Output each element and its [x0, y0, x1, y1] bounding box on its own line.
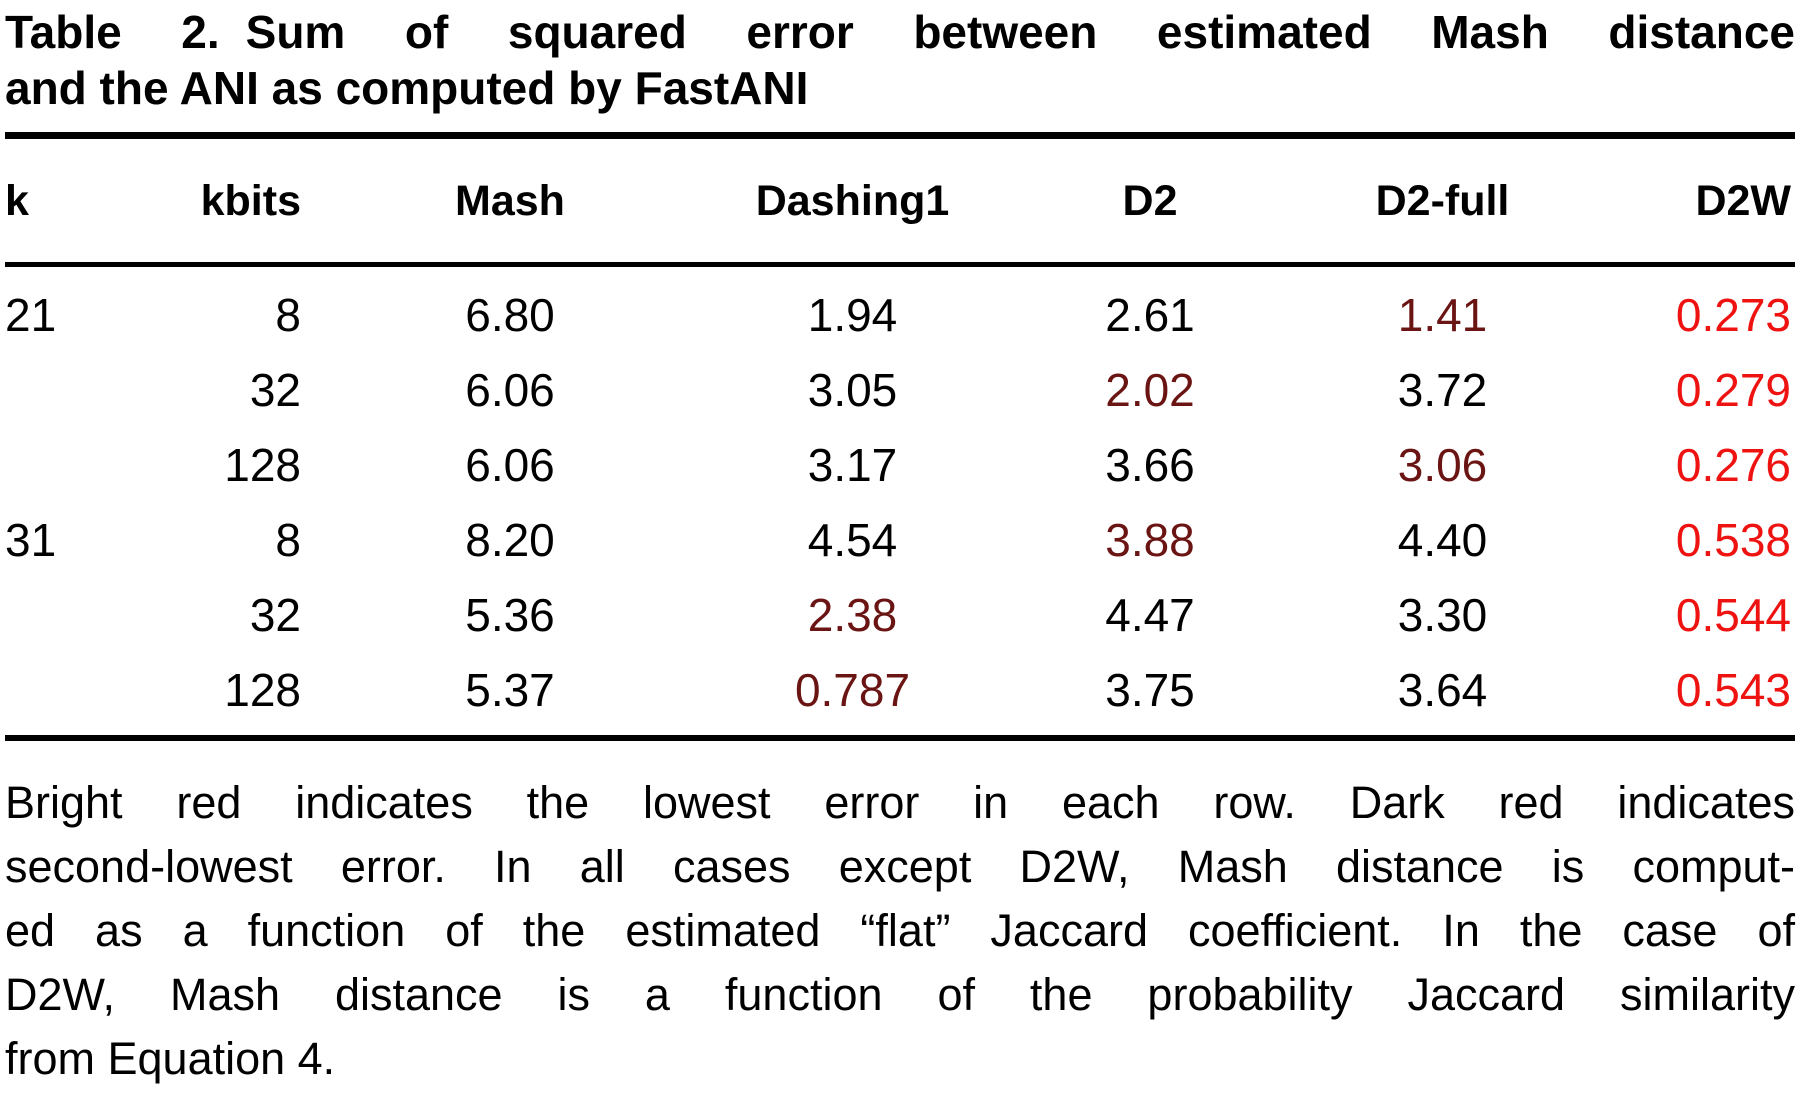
cell-d2w: 0.276	[1675, 438, 1791, 491]
cell-kbits: 128	[224, 438, 301, 491]
cell-d2: 2.61	[1105, 288, 1195, 341]
footnote-line: Bright red indicates the lowest error in…	[5, 777, 1795, 828]
cell-kbits: 32	[249, 588, 301, 641]
footnote-line: from Equation 4.	[5, 1033, 336, 1084]
table-number-label: Table 2.	[5, 6, 220, 58]
cell-dashing1: 3.17	[807, 438, 898, 491]
column-header-d2: D2	[1000, 135, 1300, 267]
footnote-line: second-lowest error. In all cases except…	[5, 841, 1795, 892]
table-caption: Table 2. Sum of squared error between est…	[5, 4, 1795, 116]
table-row: 32 6.06 3.05 2.02 3.72 0.279	[5, 352, 1795, 427]
cell-d2-full: 4.40	[1397, 513, 1488, 566]
cell-kbits: 128	[224, 663, 301, 716]
cell-kbits: 8	[275, 513, 301, 566]
cell-dashing1: 3.05	[807, 363, 898, 416]
table-row: 32 5.36 2.38 4.47 3.30 0.544	[5, 577, 1795, 652]
table-footnote: Bright red indicates the lowest error in…	[5, 771, 1795, 1091]
table-body: 21 8 6.80 1.94 2.61 1.41 0.273 32 6.06 3.05 2.02 3.…	[5, 265, 1795, 739]
footnote-line: D2W, Mash distance is a function of the …	[5, 969, 1795, 1020]
cell-dashing1: 0.787	[794, 663, 911, 716]
cell-mash: 5.37	[465, 663, 555, 716]
cell-dashing1: 2.38	[807, 588, 898, 641]
cell-d2: 3.88	[1105, 513, 1195, 566]
cell-d2: 3.66	[1105, 438, 1195, 491]
cell-d2w: 0.273	[1675, 288, 1791, 341]
cell-k	[5, 577, 100, 652]
cell-d2w: 0.279	[1675, 363, 1791, 416]
table-caption-text-2: and the ANI as computed by FastANI	[5, 62, 809, 114]
cell-mash: 5.36	[465, 588, 555, 641]
cell-d2: 3.75	[1105, 663, 1195, 716]
cell-k: 31	[5, 513, 57, 566]
cell-k: 21	[5, 288, 57, 341]
table-row: 128 6.06 3.17 3.66 3.06 0.276	[5, 427, 1795, 502]
cell-k	[5, 352, 100, 427]
cell-mash: 6.80	[465, 288, 555, 341]
cell-d2-full: 3.64	[1397, 663, 1488, 716]
cell-d2-full: 3.72	[1397, 363, 1488, 416]
cell-d2w: 0.544	[1675, 588, 1791, 641]
cell-d2: 2.02	[1105, 363, 1195, 416]
footnote-line: ed as a function of the estimated “flat”…	[5, 905, 1795, 956]
cell-mash: 6.06	[465, 363, 555, 416]
table-row: 21 8 6.80 1.94 2.61 1.41 0.273	[5, 265, 1795, 353]
cell-d2w: 0.538	[1675, 513, 1791, 566]
cell-d2: 4.47	[1105, 588, 1195, 641]
cell-k	[5, 652, 100, 738]
table-row: 128 5.37 0.787 3.75 3.64 0.543	[5, 652, 1795, 738]
cell-k	[5, 427, 100, 502]
cell-kbits: 8	[275, 288, 301, 341]
cell-dashing1: 4.54	[807, 513, 898, 566]
column-header-kbits: kbits	[100, 135, 315, 267]
cell-dashing1: 1.94	[807, 288, 898, 341]
cell-mash: 6.06	[465, 438, 555, 491]
column-header-d2w: D2W	[1585, 135, 1795, 267]
column-header-k: k	[5, 135, 100, 267]
table-header-row: k kbits Mash Dashing1 D2 D2-full D2W	[5, 135, 1795, 267]
cell-mash: 8.20	[465, 513, 555, 566]
cell-d2-full: 3.06	[1397, 438, 1488, 491]
cell-d2-full: 3.30	[1397, 588, 1488, 641]
results-table: k kbits Mash Dashing1 D2 D2-full D2W 21 8 6.80 1.…	[5, 132, 1795, 741]
table-caption-text-1: Sum of squared error between estimated M…	[245, 6, 1795, 58]
table-row: 31 8 8.20 4.54 3.88 4.40 0.538	[5, 502, 1795, 577]
column-header-d2-full: D2-full	[1300, 135, 1585, 267]
column-header-mash: Mash	[315, 135, 705, 267]
column-header-dashing1: Dashing1	[705, 135, 1000, 267]
cell-kbits: 32	[249, 363, 301, 416]
table-caption-line-1: Table 2. Sum of squared error between est…	[5, 4, 1795, 60]
cell-d2w: 0.543	[1675, 663, 1791, 716]
cell-d2-full: 1.41	[1397, 288, 1488, 341]
